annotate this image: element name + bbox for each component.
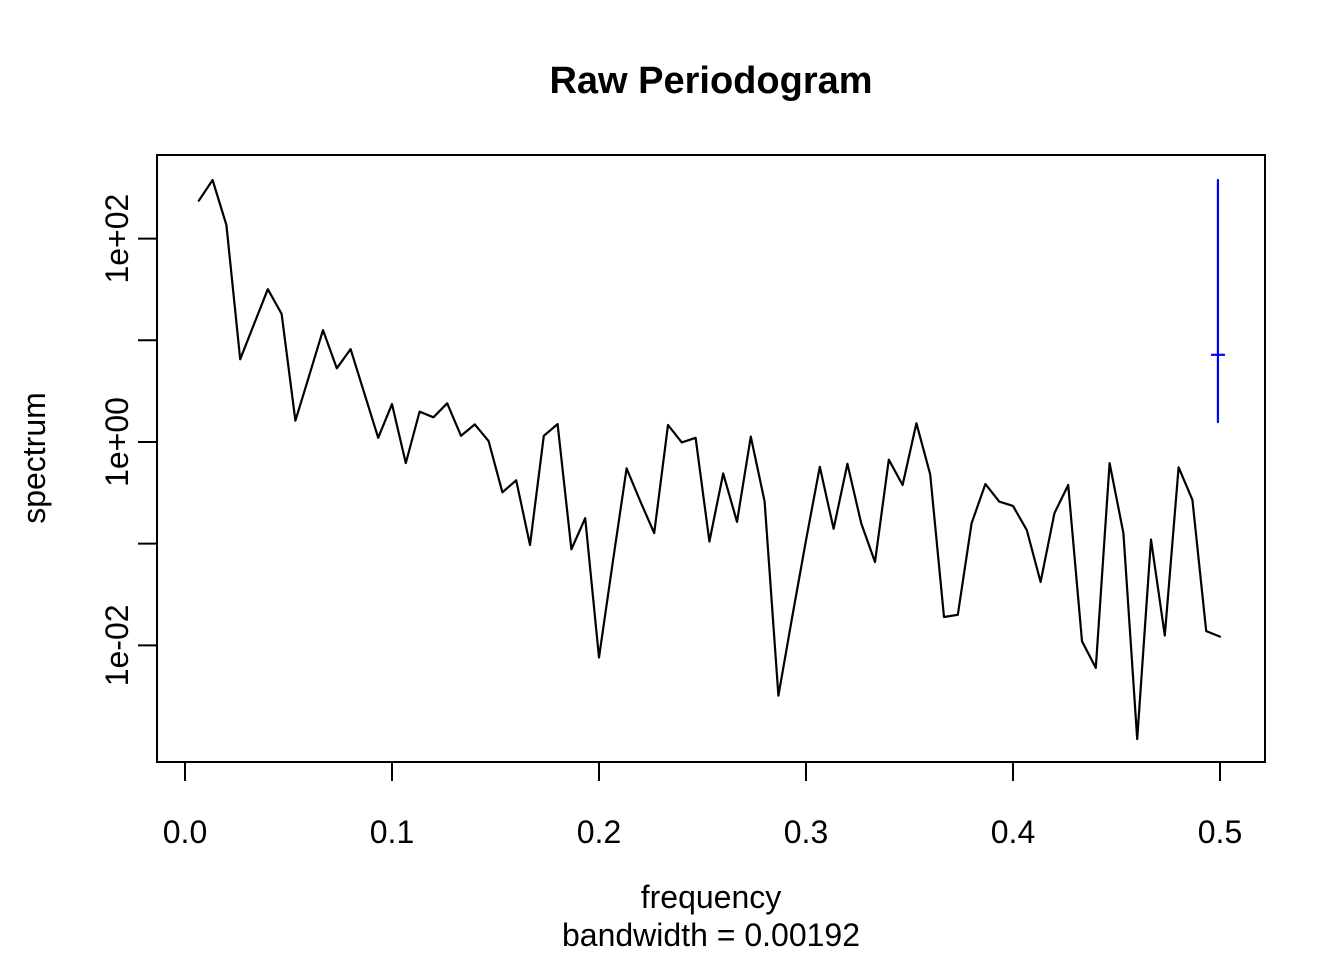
x-tick-label: 0.3 [784, 814, 828, 850]
y-tick-label: 1e-02 [99, 604, 135, 686]
chart-title: Raw Periodogram [549, 60, 872, 102]
x-tick-label: 0.5 [1198, 814, 1242, 850]
x-tick-label: 0.4 [991, 814, 1035, 850]
x-axis-bandwidth-note: bandwidth = 0.00192 [562, 917, 860, 953]
x-tick-label: 0.2 [577, 814, 621, 850]
plot-frame [156, 154, 1266, 763]
periodogram-line [197, 178, 1222, 741]
y-tick-label: 1e+02 [99, 194, 135, 284]
y-axis-label: spectrum [16, 392, 52, 524]
x-tick-label: 0.0 [163, 814, 207, 850]
x-axis-label: frequency [641, 879, 782, 915]
y-tick-label: 1e+00 [99, 397, 135, 487]
x-tick-label: 0.1 [370, 814, 414, 850]
plot-region: 0.0 0.1 0.2 0.3 0.4 0.5 1e+02 1e+00 1e-02 [99, 154, 1266, 850]
